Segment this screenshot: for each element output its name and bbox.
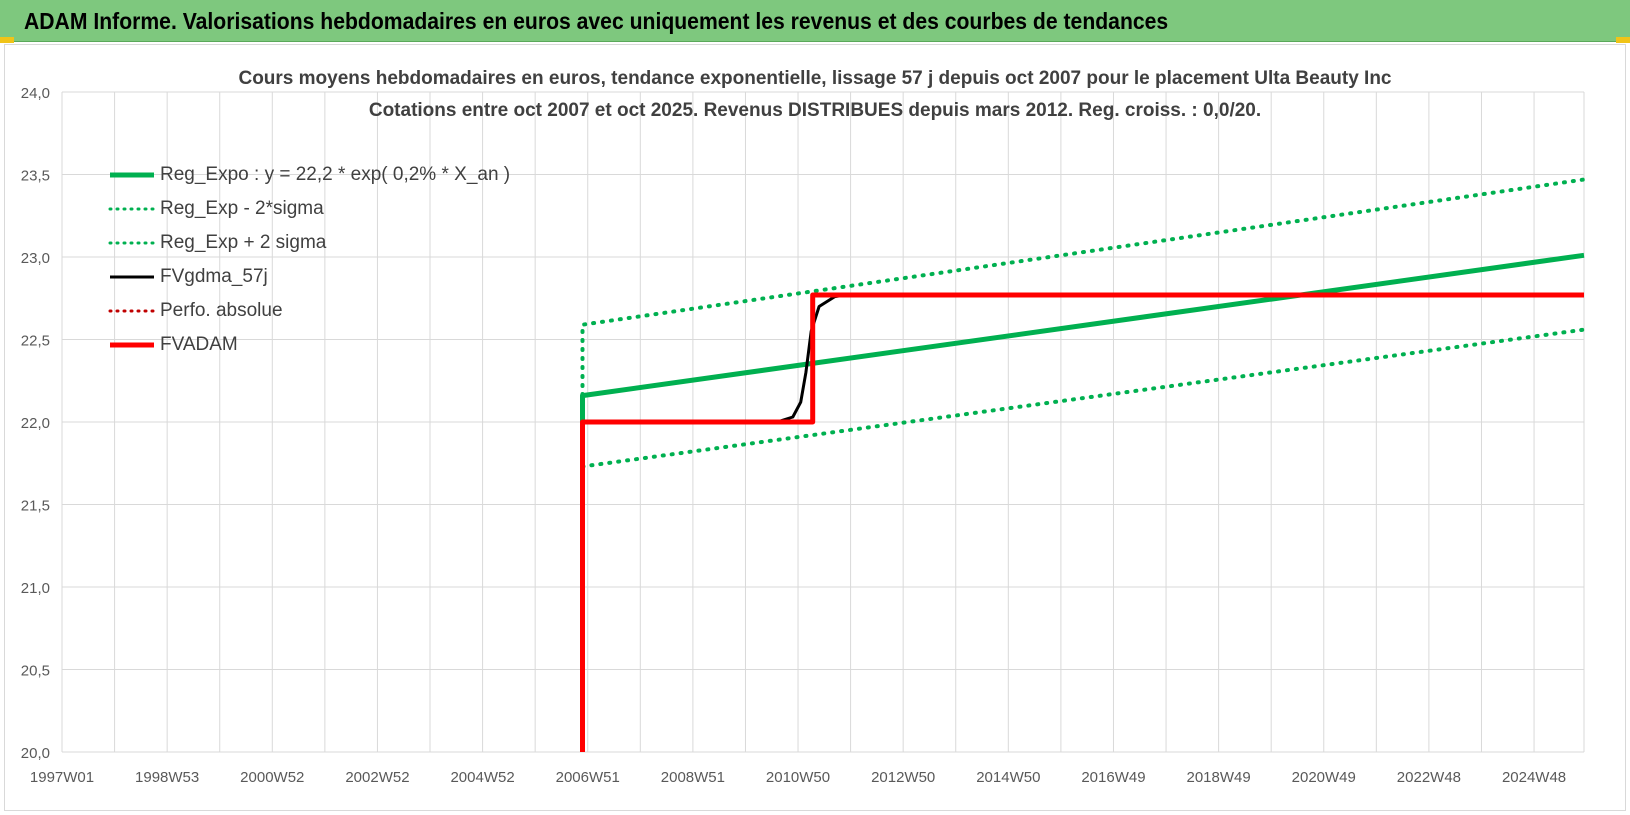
y-tick-label: 21,0 [21,580,50,597]
legend-item: Reg_Expo : y = 22,2 * exp( 0,2% * X_an ) [108,158,510,192]
series-line-3 [582,293,846,424]
legend-swatch [108,241,156,245]
legend-label: Reg_Exp - 2*sigma [160,198,324,219]
x-tick-label: 1998W53 [135,769,199,786]
report-banner: ADAM Informe. Valorisations hebdomadaire… [0,0,1630,42]
x-tick-label: 2000W52 [240,769,304,786]
x-tick-label: 2006W51 [556,769,620,786]
legend-swatch [110,275,154,279]
x-tick-label: 2004W52 [450,769,514,786]
x-tick-label: 2016W49 [1081,769,1145,786]
y-tick-label: 23,0 [21,250,50,267]
x-tick-label: 2018W49 [1187,769,1251,786]
legend-label: Perfo. absolue [160,300,283,321]
legend-swatch [110,342,154,348]
x-tick-label: 2012W50 [871,769,935,786]
corner-mark-right [1616,37,1630,43]
y-tick-label: 20,0 [21,745,50,762]
chart-title-line1: Cours moyens hebdomadaires en euros, ten… [238,68,1392,89]
y-tick-label: 20,5 [21,663,50,680]
x-tick-label: 2008W51 [661,769,725,786]
x-tick-label: 2022W48 [1397,769,1461,786]
y-tick-label: 22,5 [21,333,50,350]
y-tick-label: 22,0 [21,415,50,432]
x-tick-label: 2002W52 [345,769,409,786]
legend-item: FVADAM [108,328,510,362]
report-title: ADAM Informe. Valorisations hebdomadaire… [24,8,1169,34]
y-tick-label: 23,5 [21,168,50,185]
chart-legend: Reg_Expo : y = 22,2 * exp( 0,2% * X_an )… [108,158,510,362]
legend-swatch [108,309,156,313]
x-tick-label: 1997W01 [30,769,94,786]
legend-swatch [110,172,154,178]
legend-item: Reg_Exp + 2 sigma [108,226,510,260]
chart-title-line2: Cotations entre oct 2007 et oct 2025. Re… [368,100,1262,121]
legend-label: Reg_Expo : y = 22,2 * exp( 0,2% * X_an ) [160,164,511,185]
corner-mark-left [0,37,14,43]
legend-label: FVgdma_57j [160,266,268,287]
legend-item: FVgdma_57j [108,260,510,294]
x-tick-label: 2010W50 [766,769,830,786]
series-line-0 [580,252,1585,422]
y-tick-label: 24,0 [21,85,50,102]
series-line-2 [580,177,1586,424]
legend-item: Reg_Exp - 2*sigma [108,192,510,226]
legend-label: FVADAM [160,334,238,355]
legend-label: Reg_Exp + 2 sigma [160,232,327,253]
x-tick-label: 2024W48 [1502,769,1566,786]
x-tick-label: 2014W50 [976,769,1040,786]
series-line-1 [580,327,1586,469]
x-tick-label: 2020W49 [1292,769,1356,786]
legend-swatch [108,207,156,211]
y-tick-label: 21,5 [21,498,50,515]
series-line-5 [580,292,1584,752]
chart-frame [4,44,1626,811]
legend-item: Perfo. absolue [108,294,510,328]
